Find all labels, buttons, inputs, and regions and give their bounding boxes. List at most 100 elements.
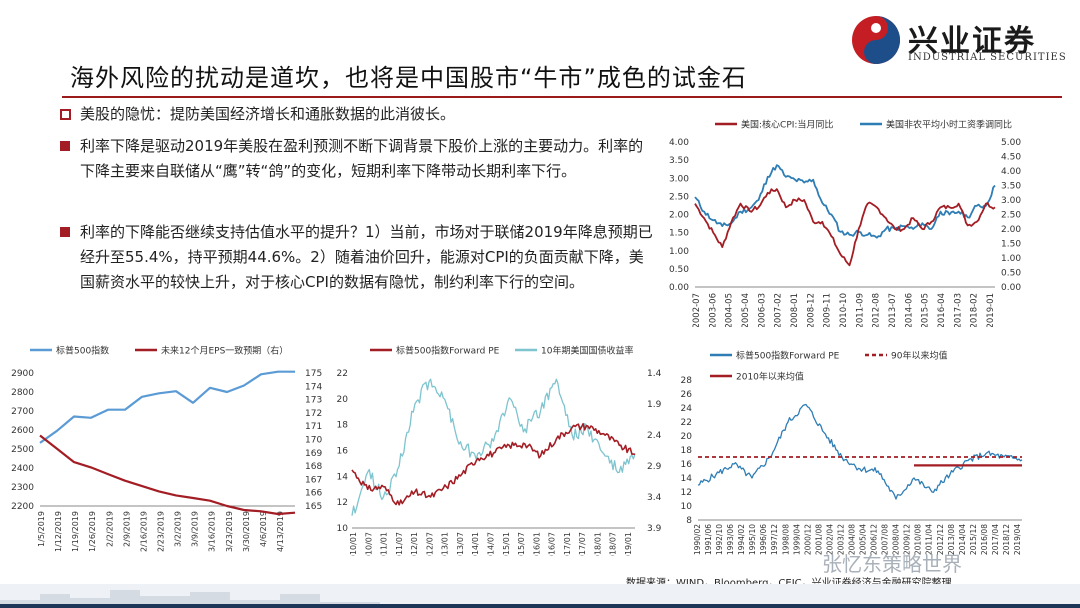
y-tick-label: 14 [681,474,693,484]
x-tick-label: 2019/01 [624,532,633,556]
x-tick-label: 2015/12 [969,524,978,555]
bullet-text: 美股的隐忧：提防美国经济增长和通胀数据的此消彼长。 [80,105,456,123]
y-tick-label: 16 [681,460,693,470]
x-tick-label: 2018/07 [609,532,618,556]
x-tick-label: 1992/10 [715,524,724,555]
y-right-tick-label: 1.50 [1001,240,1021,250]
series-line-cpi [694,188,996,267]
x-tick-label: 1/26/2019 [88,511,97,552]
series-line-10y-yield [351,378,636,516]
x-tick-label: 1993/06 [726,524,735,555]
x-tick-label: 2013/08 [947,524,956,555]
x-tick-label: 2005/04 [859,524,868,555]
series-line-forward-pe [697,403,1023,500]
x-tick-label: 2007-02 [774,293,784,327]
watermark: 张忆东策略世界 [822,552,962,576]
x-tick-label: 1/12/2019 [54,511,63,552]
y-tick-label: 20 [681,432,693,442]
x-tick-label: 2014/01 [471,532,480,556]
x-tick-label: 2/16/2019 [139,511,148,552]
x-tick-label: 2014/04 [958,524,967,555]
y-right-tick-label: 165 [305,502,322,512]
x-tick-label: 2012-08 [872,293,882,327]
bullet-square-hollow-icon [60,109,71,120]
y-left-tick-label: 2.50 [669,192,689,202]
y-left-tick-label: 2700 [11,407,34,417]
series-line-eps [39,434,296,516]
y-left-tick-label: 12 [337,498,348,508]
x-tick-label: 2011/01 [380,532,389,556]
x-tick-label: 2014-06 [904,293,914,327]
x-tick-label: 2003/12 [836,524,845,555]
x-tick-label: 2012/07 [425,532,434,556]
y-left-tick-label: 18 [337,421,349,431]
chart-pe-treasury: 标普500指数Forward PE 10年期美国国债收益率 10 12 14 16 18 20… [337,345,662,557]
y-right-tick-label: 3.00 [1001,196,1021,206]
bullet-item: 美股的隐忧：提防美国经济增长和通胀数据的此消彼长。 [60,102,655,127]
x-tick-label: 2010/07 [364,532,373,556]
bullet-square-icon [60,141,70,151]
y-right-tick-label: 169 [305,449,322,459]
legend-eps-label: 未来12个月EPS一致预期（右） [161,345,288,357]
y-right-tick-label: 5.00 [1001,138,1021,148]
x-tick-label: 1999/04 [792,524,801,555]
y-tick-label: 8 [686,516,692,526]
y-right-tick-label: 1.9 [647,400,662,410]
x-tick-label: 2000/12 [803,524,812,555]
x-tick-label: 2017/04 [991,524,1000,555]
brand-emblem-icon [852,16,900,64]
series-line-forward-pe [351,422,636,506]
bullet-item: 利率下降是驱动2019年美股在盈利预测不断下调背景下股价上涨的主要动力。利率的下… [60,134,655,184]
x-tick-label: 2017/07 [578,532,587,556]
y-left-tick-label: 2400 [11,464,34,474]
x-tick-label: 2011-09 [855,293,865,327]
x-tick-label: 2018/01 [593,532,602,556]
y-left-tick-label: 0.50 [669,265,689,275]
x-tick-label: 3/16/2019 [208,511,217,552]
x-tick-label: 1997/12 [770,524,779,555]
x-tick-label: 3/2/2019 [174,511,183,547]
y-left-tick-label: 0.00 [669,283,689,293]
page-title: 海外风险的扰动是道坎，也将是中国股市“牛市”成色的试金石 [70,64,747,92]
x-tick-label: 2015/01 [502,532,511,556]
x-tick-label: 2015/07 [517,532,526,556]
brand-logo: 兴业证券 INDUSTRIAL SECURITIES [850,14,1066,66]
x-tick-label: 2008-01 [790,293,800,327]
y-left-tick-label: 2800 [11,388,34,398]
y-left-tick-label: 3.00 [669,174,689,184]
x-tick-label: 2006/12 [870,524,879,555]
x-tick-label: 2013/01 [441,532,450,556]
x-tick-label: 2017/01 [563,532,572,556]
y-right-tick-label: 3.50 [1001,182,1021,192]
x-tick-label: 2001/08 [814,524,823,555]
legend-forward-pe-label: 标普500指数Forward PE [736,350,840,362]
y-right-tick-label: 1.4 [647,369,662,379]
series-line-sp500 [39,370,295,444]
y-right-tick-label: 4.50 [1001,153,1021,163]
y-left-tick-label: 2500 [11,445,34,455]
x-tick-label: 2016-04 [937,293,947,327]
x-tick-label: 2009/12 [903,524,912,555]
y-left-tick-label: 2300 [11,483,34,493]
y-left-tick-label: 2.00 [669,211,689,221]
x-tick-label: 3/9/2019 [191,511,200,547]
brand-name: 兴业证券 [908,24,1036,59]
footer-band [0,584,1080,608]
x-tick-label: 2019/04 [1013,524,1022,555]
x-tick-label: 2017-03 [953,293,963,327]
chart-forward-pe-history: 标普500指数Forward PE 90年以来均值 2010年以来均值 8 10 12 14… [681,350,1023,555]
x-tick-label: 2018/12 [1002,524,1011,555]
x-tick-label: 2010-10 [839,293,849,327]
x-tick-label: 1994/02 [737,524,746,555]
y-left-tick-label: 2600 [11,426,34,436]
y-right-tick-label: 170 [305,436,322,446]
x-tick-label: 4/13/2019 [276,511,285,552]
y-tick-label: 10 [681,502,693,512]
x-tick-label: 2014/07 [487,532,496,556]
y-tick-label: 12 [681,488,692,498]
bullet-square-icon [60,227,70,237]
x-tick-label: 1991/06 [704,524,713,555]
x-tick-label: 2010/08 [914,524,923,555]
y-left-tick-label: 14 [337,472,349,482]
x-tick-label: 2008-12 [806,293,816,327]
